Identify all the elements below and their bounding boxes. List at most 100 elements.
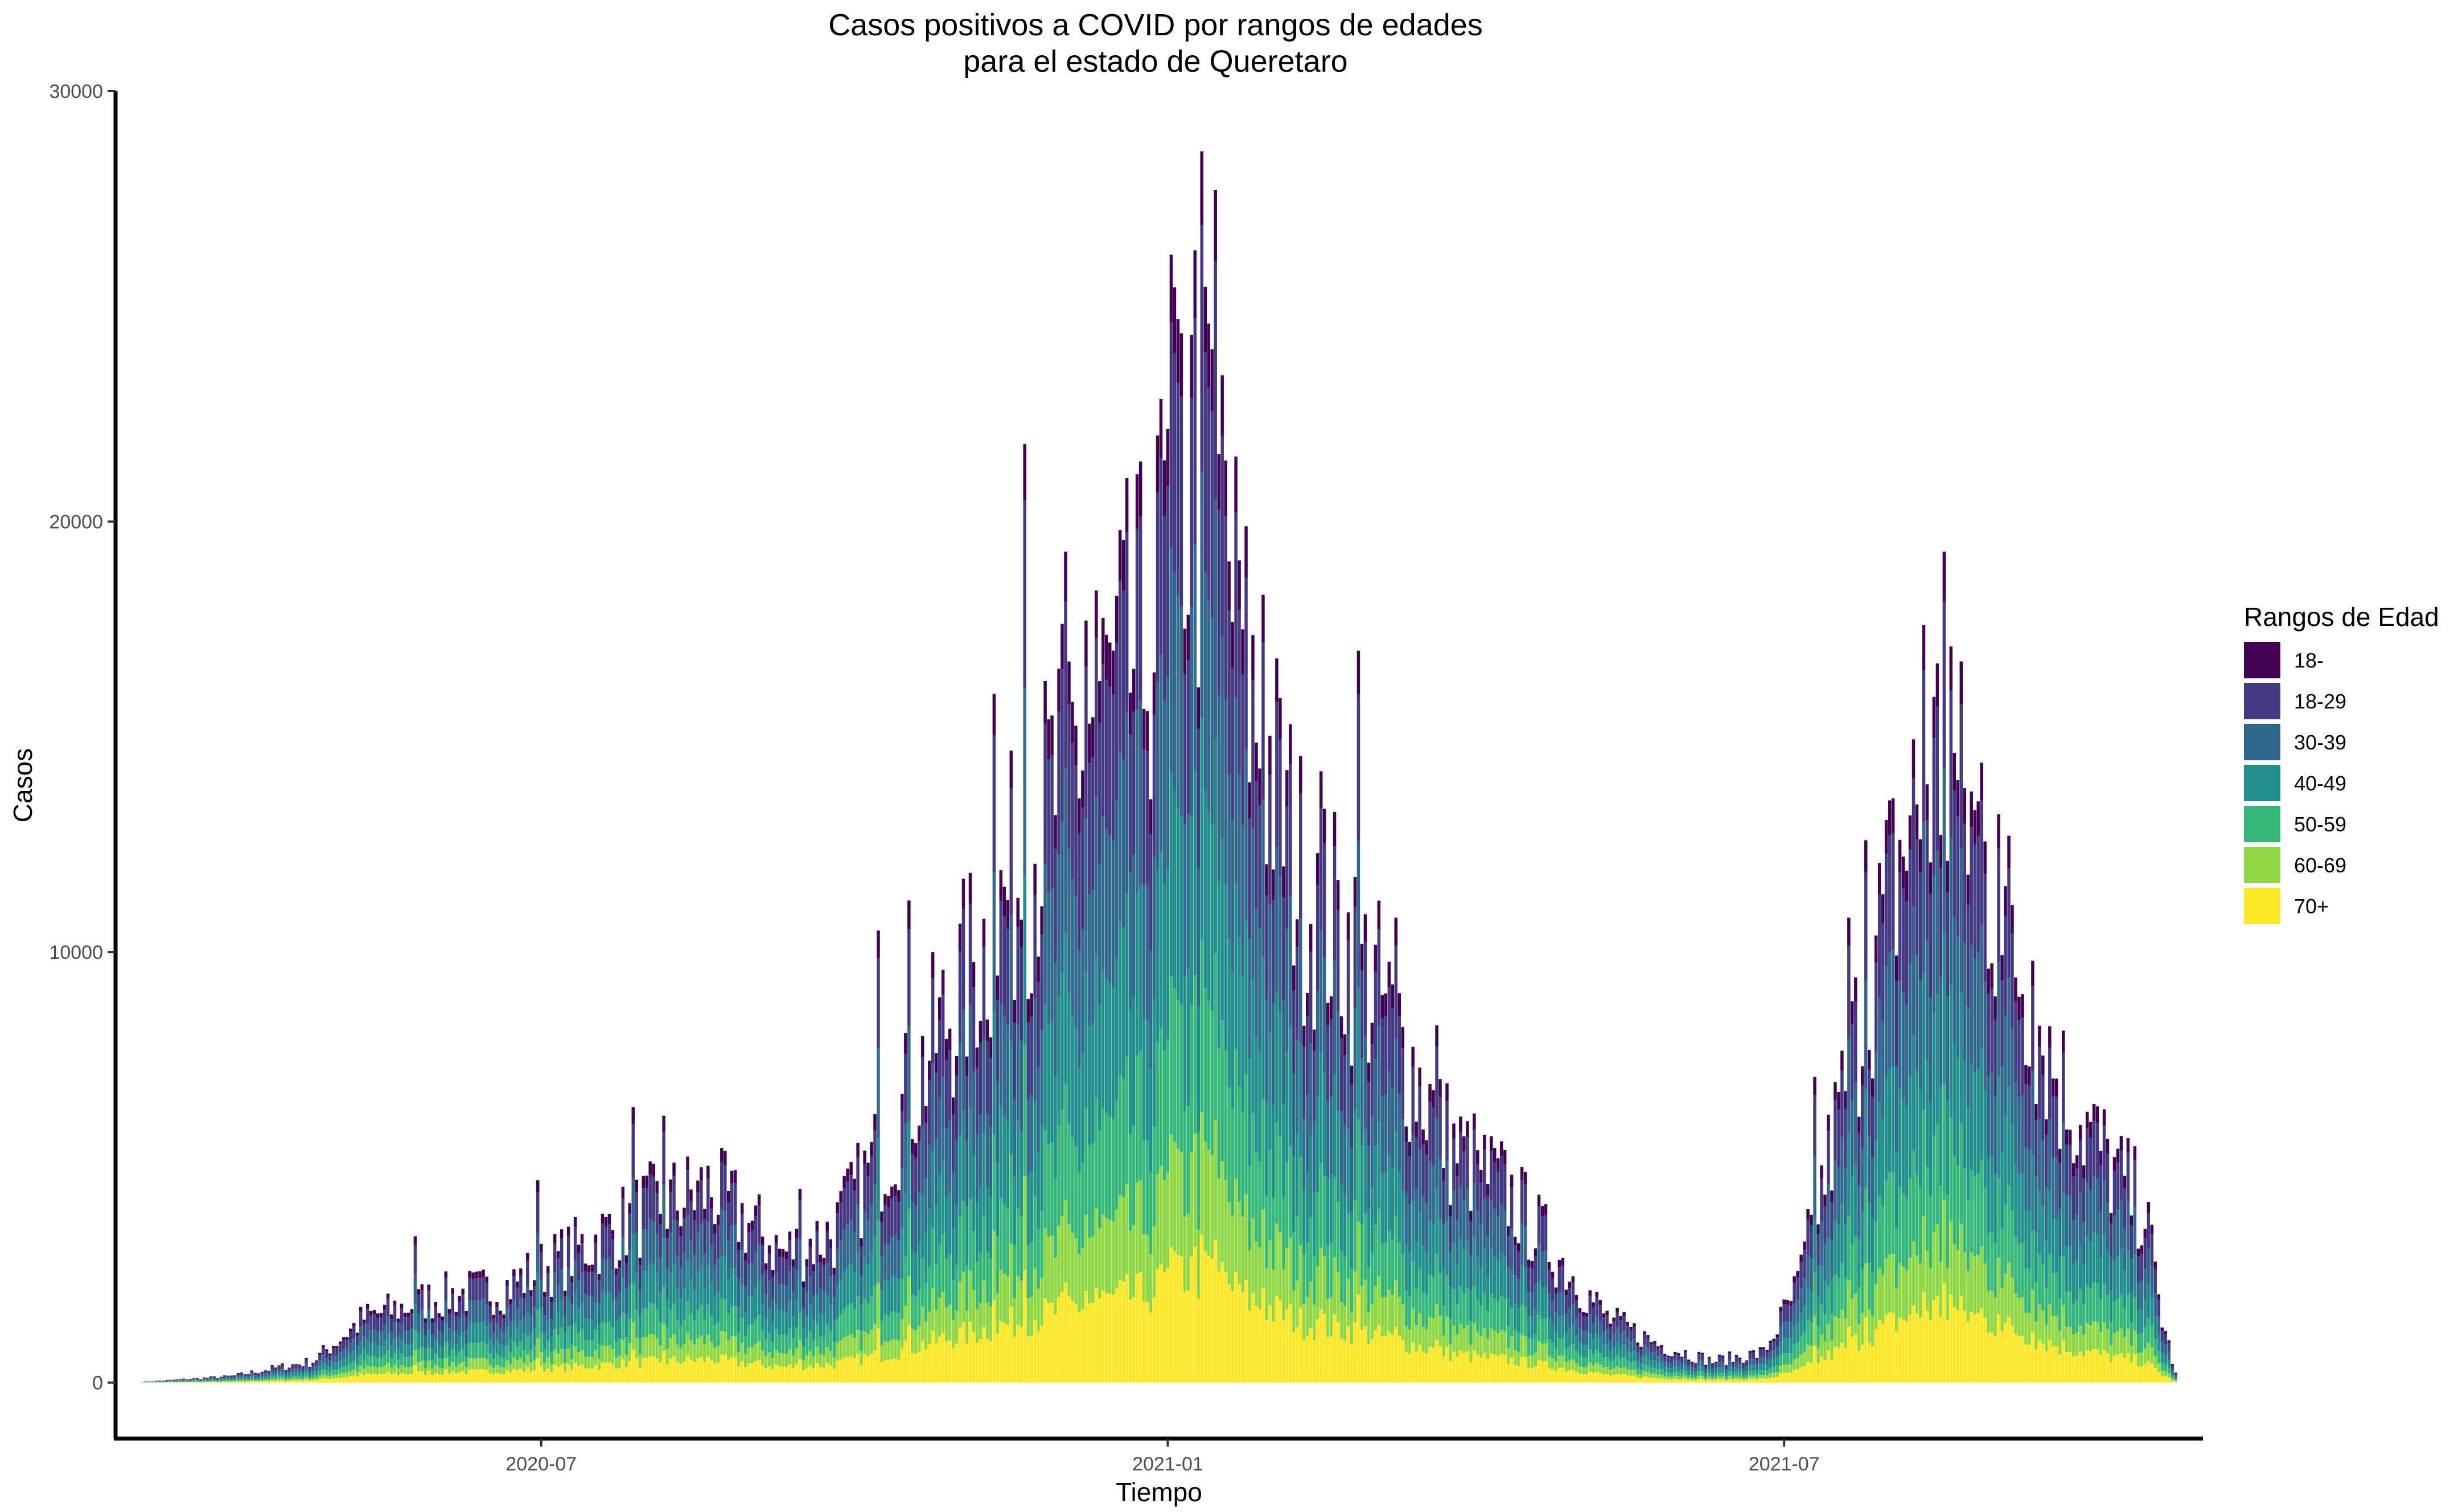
- bar-segment: [1503, 1150, 1507, 1164]
- bar-segment: [403, 1330, 407, 1345]
- bar-segment: [1741, 1371, 1745, 1376]
- bar-segment: [318, 1353, 322, 1355]
- bar-segment: [781, 1366, 785, 1383]
- bar-segment: [1244, 920, 1248, 1074]
- bar-segment: [870, 1296, 873, 1330]
- bar-segment: [2099, 1211, 2103, 1258]
- bar-segment: [1571, 1282, 1575, 1304]
- bar-segment: [1138, 517, 1142, 701]
- bar-segment: [955, 1206, 959, 1266]
- bar-segment: [2007, 978, 2011, 1087]
- bar-segment: [880, 1256, 883, 1291]
- bar-segment: [471, 1301, 475, 1324]
- bar-segment: [1700, 1366, 1704, 1372]
- bar-segment: [1319, 1248, 1323, 1309]
- bar-segment: [2068, 1291, 2072, 1327]
- bar-segment: [1466, 1136, 1469, 1189]
- bar-segment: [1643, 1364, 1646, 1371]
- bar-segment: [1506, 1226, 1510, 1236]
- bar-segment: [1302, 1340, 1306, 1383]
- bar-segment: [1380, 1243, 1384, 1297]
- bar-segment: [944, 1197, 948, 1259]
- bar-segment: [1823, 1315, 1827, 1342]
- bar-segment: [1728, 1351, 1732, 1354]
- bar-segment: [635, 1273, 639, 1310]
- bar-segment: [1970, 1169, 1973, 1253]
- bar-segment: [1772, 1358, 1776, 1367]
- bar-segment: [383, 1340, 387, 1355]
- bar-segment: [1173, 1251, 1177, 1383]
- bar-segment: [305, 1364, 308, 1370]
- bar-segment: [1111, 1295, 1115, 1383]
- bar-segment: [737, 1352, 741, 1366]
- bar-segment: [706, 1165, 710, 1179]
- bar-segment: [672, 1176, 676, 1220]
- bar-segment: [1091, 890, 1095, 1024]
- bar-segment: [1466, 1121, 1469, 1137]
- bar-segment: [1030, 993, 1033, 1017]
- bar-segment: [839, 1313, 842, 1341]
- bar-segment: [860, 1350, 863, 1366]
- bar-segment: [195, 1379, 199, 1381]
- bar-segment: [1734, 1373, 1738, 1377]
- bar-segment: [894, 1275, 897, 1312]
- bar-segment: [1449, 1361, 1452, 1383]
- bar-segment: [2055, 1316, 2058, 1346]
- bar-segment: [761, 1274, 764, 1304]
- bar-segment: [2109, 1223, 2113, 1258]
- bar-segment: [1394, 1131, 1398, 1216]
- bar-segment: [1374, 945, 1378, 971]
- bar-segment: [2160, 1341, 2164, 1353]
- bar-segment: [1646, 1377, 1650, 1383]
- bar-segment: [1152, 1226, 1156, 1297]
- bar-segment: [1060, 821, 1064, 973]
- bar-segment: [270, 1376, 274, 1379]
- bar-segment: [1374, 1225, 1378, 1287]
- bar-segment: [346, 1373, 349, 1378]
- bar-segment: [325, 1365, 328, 1371]
- bar-segment: [982, 1039, 986, 1132]
- bar-segment: [1660, 1374, 1663, 1378]
- bar-segment: [1639, 1378, 1643, 1383]
- bars-group: [141, 151, 2177, 1383]
- bar-segment: [1997, 1178, 2000, 1258]
- bar-segment: [1483, 1199, 1486, 1249]
- bar-segment: [393, 1373, 397, 1383]
- bar-segment: [383, 1304, 387, 1309]
- bar-segment: [1305, 1172, 1309, 1243]
- bar-segment: [1959, 1296, 1963, 1383]
- bar-segment: [1391, 1239, 1395, 1295]
- bar-segment: [1415, 1137, 1418, 1190]
- bar-segment: [1350, 1065, 1354, 1085]
- bar-segment: [318, 1371, 322, 1377]
- bar-segment: [1775, 1346, 1779, 1357]
- bar-segment: [1837, 1278, 1840, 1319]
- bar-segment: [1551, 1369, 1555, 1383]
- bar-segment: [2126, 1152, 2130, 1202]
- bar-segment: [1830, 1240, 1834, 1279]
- bar-segment: [1357, 987, 1360, 1119]
- bar-segment: [430, 1318, 434, 1323]
- bar-segment: [1745, 1361, 1749, 1366]
- bar-segment: [2171, 1372, 2174, 1376]
- bar-segment: [968, 1107, 972, 1200]
- bar-segment: [2034, 1349, 2038, 1383]
- bar-segment: [267, 1380, 270, 1382]
- bar-segment: [1588, 1333, 1592, 1350]
- bar-segment: [339, 1360, 342, 1368]
- bar-segment: [1057, 711, 1060, 855]
- bar-segment: [839, 1191, 842, 1203]
- bar-segment: [1990, 1290, 1993, 1333]
- bar-segment: [1956, 1250, 1960, 1311]
- bar-segment: [1401, 1254, 1404, 1305]
- bar-segment: [1588, 1290, 1592, 1296]
- bar-segment: [764, 1340, 768, 1357]
- bar-segment: [1738, 1373, 1742, 1377]
- bar-segment: [1149, 1254, 1153, 1313]
- bar-segment: [1575, 1300, 1579, 1318]
- bar-segment: [1894, 1152, 1898, 1229]
- bar-segment: [1380, 1336, 1384, 1383]
- bar-segment: [1074, 726, 1078, 765]
- bar-segment: [332, 1378, 335, 1383]
- bar-segment: [1844, 1225, 1847, 1278]
